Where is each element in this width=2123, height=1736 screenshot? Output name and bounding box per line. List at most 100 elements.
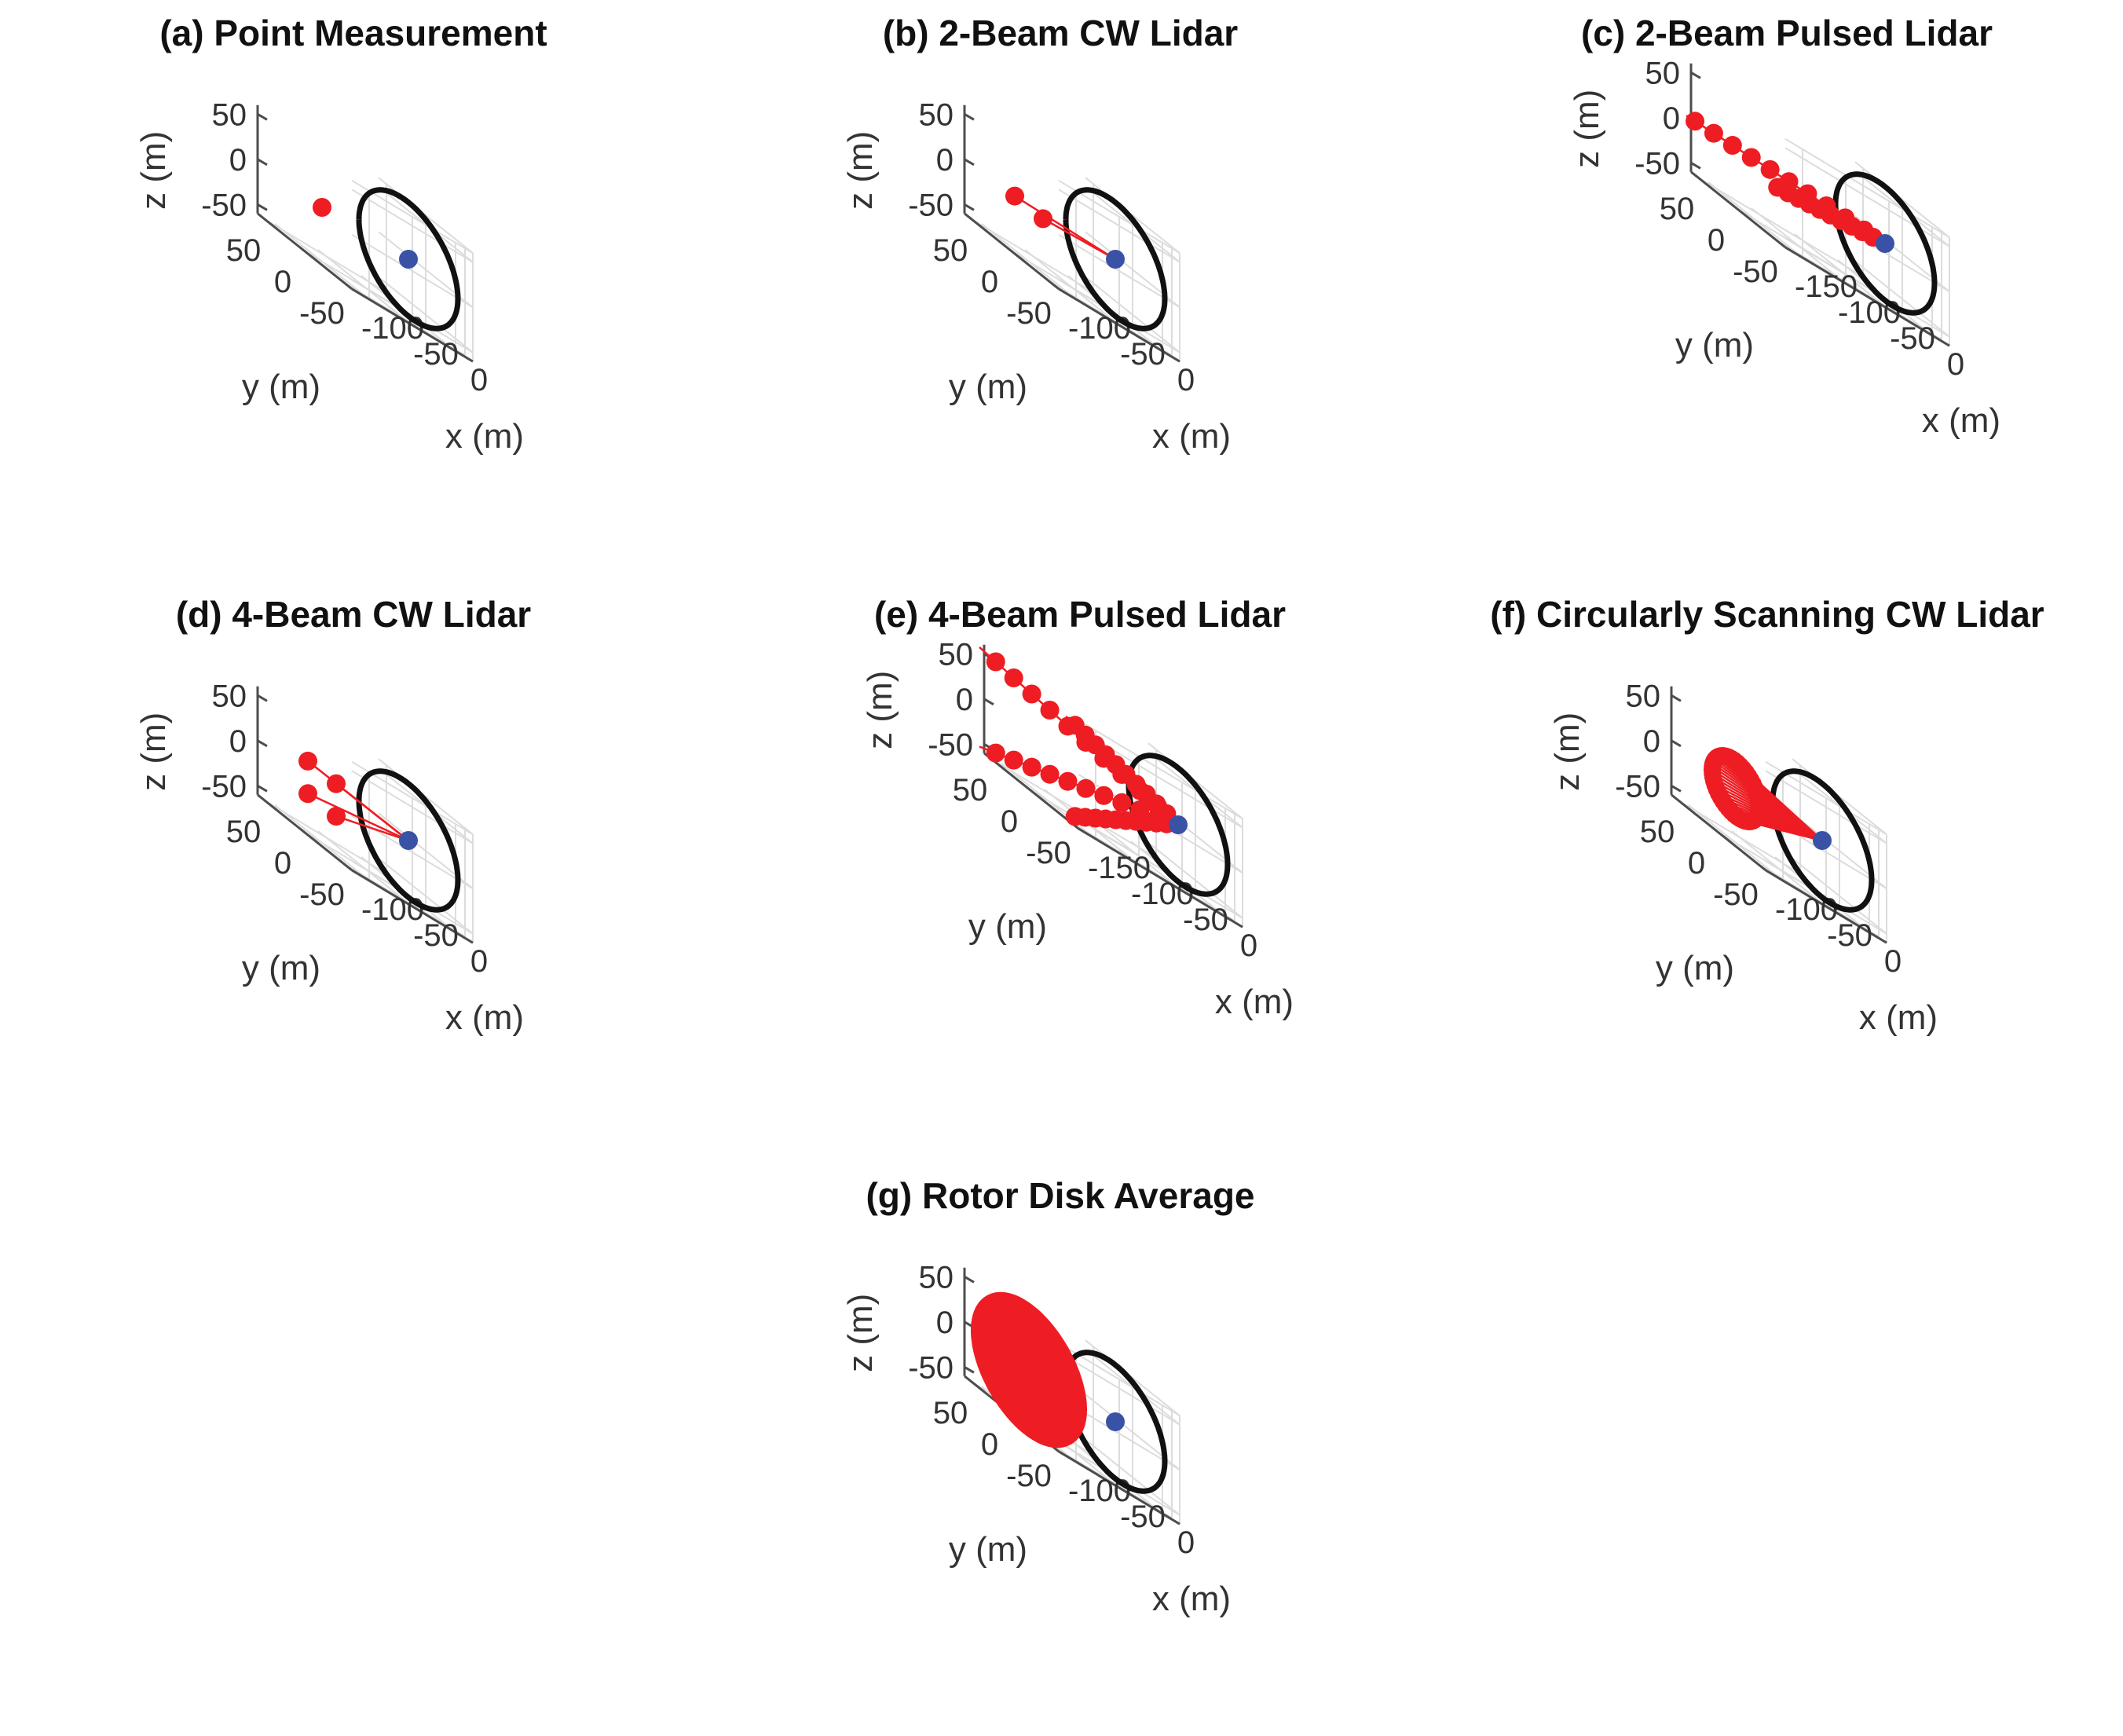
z-tick-label: 0 (1643, 724, 1660, 759)
z-tick-label: 0 (1663, 101, 1680, 136)
grid-a (265, 177, 474, 362)
y-tick-label: 0 (274, 265, 291, 299)
hub-point (1813, 831, 1832, 850)
panel-title-e: (e) 4-Beam Pulsed Lidar (874, 594, 1286, 635)
series-g (971, 1291, 1087, 1448)
panel-title-g: (g) Rotor Disk Average (866, 1175, 1254, 1216)
panel-d: (d) 4-Beam CW Lidar 50 0 -50 50 0 -50 -100 -50 0 z… (0, 581, 707, 1155)
range-gate-point (1058, 771, 1078, 791)
hub-point (1876, 234, 1894, 253)
x-tick-label: -150 (1088, 851, 1151, 885)
x-tick-label: -50 (1183, 903, 1228, 937)
x-tick-label: 0 (470, 944, 488, 979)
x-tick-label: 0 (1884, 944, 1902, 979)
measurement-point (327, 774, 346, 793)
x-tick-label: -50 (1120, 337, 1166, 372)
y-tick-label: 0 (274, 846, 291, 881)
series-f (1704, 747, 1823, 842)
z-tick-label: 0 (956, 683, 973, 717)
panel-f: (f) Circularly Scanning CW Lidar 50 0 -50 50… (1414, 581, 2121, 1155)
x-tick-label: 0 (1177, 1525, 1195, 1560)
y-tick-label: -50 (299, 877, 345, 912)
rotor-circle (356, 768, 461, 913)
x-tick-label: -50 (1827, 918, 1872, 953)
z-tick-label: 0 (229, 143, 247, 178)
y-tick-label: -50 (1006, 296, 1052, 331)
panel-g: (g) Rotor Disk Average 50 0 -50 50 0 -50 -100 -5… (707, 1163, 1414, 1736)
beam-line (307, 793, 409, 842)
rotor-circle (1770, 768, 1875, 913)
x-tick-label: -150 (1795, 269, 1858, 304)
range-gate-point (1760, 159, 1780, 179)
beam-line (1042, 218, 1116, 261)
range-gate-point (1722, 136, 1742, 156)
y-tick-label: 50 (1660, 192, 1695, 226)
z-tick-label: 0 (936, 143, 954, 178)
y-axis-label: y (m) (968, 907, 1047, 946)
rotor-disk-points (971, 1291, 1087, 1448)
axes-b (963, 104, 1180, 363)
x-axis-label: x (m) (1859, 998, 1938, 1037)
range-gate-point (1076, 778, 1096, 798)
z-tick-label: 50 (919, 97, 954, 132)
z-tick-label: 50 (919, 1260, 954, 1295)
x-tick-label: -50 (413, 337, 459, 372)
z-tick-label: 50 (939, 637, 974, 672)
range-gate-point (1004, 750, 1023, 770)
z-axis-label: z (m) (1548, 712, 1587, 791)
hub-point (399, 831, 418, 850)
rotor-circle (1832, 171, 1938, 316)
z-axis-label: z (m) (1568, 90, 1606, 168)
measurement-point (1034, 209, 1052, 229)
x-axis-label: x (m) (1152, 417, 1231, 456)
y-axis-label: y (m) (1656, 949, 1734, 987)
x-tick-label: 0 (470, 363, 488, 397)
y-tick-label: 50 (1640, 815, 1675, 849)
panel-c: (c) 2-Beam Pulsed Lidar 50 0 -50 50 0 -50 -150-… (1414, 0, 2121, 573)
panel-title-f: (f) Circularly Scanning CW Lidar (1490, 594, 2044, 635)
range-gate-point (1704, 123, 1723, 143)
z-tick-label: 50 (1645, 56, 1681, 90)
axes-f (1670, 686, 1887, 944)
x-tick-label: 0 (1177, 363, 1195, 397)
z-axis-label: z (m) (841, 131, 880, 210)
y-tick-label: -50 (1713, 877, 1759, 912)
range-gate-point (1040, 700, 1060, 720)
beam-line (335, 815, 409, 842)
panel-b: (b) 2-Beam CW Lidar 50 0 -50 50 0 -50 -100 -50 0 z… (707, 0, 1414, 573)
z-tick-label: -50 (928, 727, 973, 762)
z-tick-label: 50 (212, 679, 247, 713)
measurement-point (298, 784, 317, 804)
hub-point (1106, 250, 1125, 269)
panel-a: (a) Point Measurement 50 0 -50 50 0 -50 -100 -50… (0, 0, 707, 573)
z-tick-label: -50 (201, 769, 247, 804)
rotor-circle (356, 187, 461, 331)
series-d (298, 751, 409, 842)
x-tick-label: -50 (1890, 321, 1935, 356)
y-tick-label: 50 (226, 233, 262, 268)
measurement-point (298, 751, 317, 771)
z-axis-label: z (m) (134, 712, 173, 791)
hub-point (1106, 1412, 1125, 1431)
range-gate-point (1040, 764, 1060, 784)
z-tick-label: 0 (936, 1306, 954, 1340)
y-tick-label: 50 (933, 1396, 968, 1430)
measurement-point (313, 198, 331, 217)
z-axis-label: z (m) (861, 671, 899, 749)
range-gate-point (1741, 148, 1761, 167)
range-gate-point (1022, 757, 1041, 777)
y-tick-label: 50 (933, 233, 968, 268)
panel-title-a: (a) Point Measurement (159, 13, 547, 53)
axes-d (256, 686, 474, 944)
scan-point (1704, 764, 1722, 782)
y-tick-label: 0 (1708, 223, 1725, 258)
z-tick-label: -50 (1634, 146, 1680, 181)
y-axis-label: y (m) (242, 368, 320, 406)
